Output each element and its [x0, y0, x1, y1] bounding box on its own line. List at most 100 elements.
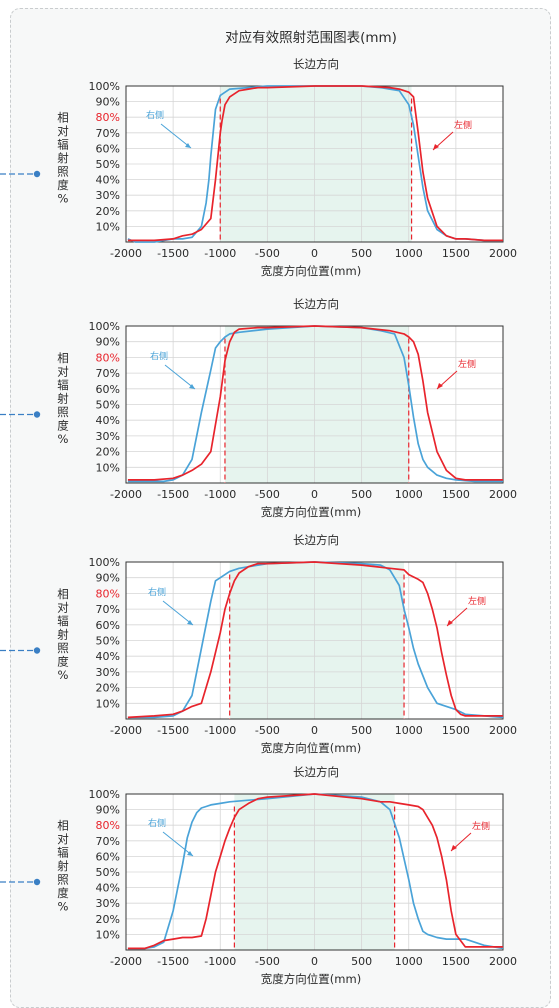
x-tick-label: -1000: [204, 488, 236, 501]
legend-right-pointer: [162, 831, 194, 857]
y-tick-label: 30%: [96, 897, 120, 910]
y-axis-label: 相对辐射照度%: [57, 111, 69, 206]
y-tick-label: 40%: [96, 650, 120, 663]
y-tick-label: 80%: [96, 587, 120, 600]
x-tick-label: -1500: [157, 488, 189, 501]
x-tick-label: 500: [351, 247, 372, 260]
y-tick-label: 20%: [96, 913, 120, 926]
y-tick-label: 80%: [96, 351, 120, 364]
x-tick-label: -1000: [204, 247, 236, 260]
x-tick-label: -1500: [157, 955, 189, 968]
y-axis-label: 相对辐射照度%: [57, 351, 69, 446]
series-left-line: [127, 561, 503, 719]
legend-right-arrowhead: [185, 143, 191, 148]
legend-left-label: 左侧: [468, 595, 486, 607]
x-tick-label: 500: [351, 955, 372, 968]
x-axis-label: 宽度方向位置(mm): [261, 741, 361, 755]
legend-left-label: 左侧: [454, 119, 472, 131]
legend-left-arrowhead: [437, 383, 443, 389]
x-tick-label: 0: [311, 247, 318, 260]
legend-right-label: 右侧: [148, 817, 166, 829]
page-title: 对应有效照射范围图表(mm): [225, 29, 397, 46]
legend-left-label: 左侧: [458, 358, 476, 370]
y-tick-label: 100%: [89, 320, 120, 333]
legend-right-label: 右侧: [150, 350, 168, 362]
x-tick-label: 1500: [442, 724, 470, 737]
y-tick-label: 70%: [96, 127, 120, 140]
y-tick-label: 50%: [96, 399, 120, 412]
x-tick-label: -500: [255, 488, 280, 501]
y-tick-label: 10%: [96, 461, 120, 474]
y-tick-label: 50%: [96, 866, 120, 879]
y-axis-label: 相对辐射照度%: [57, 587, 69, 682]
y-tick-label: 60%: [96, 619, 120, 632]
y-tick-label: 50%: [96, 158, 120, 171]
y-tick-label: 50%: [96, 635, 120, 648]
chart-2: 长边方向 10% 20% 30% 40% 50% 60% 70% 80% 90% 100% -2000…: [0, 297, 517, 519]
y-tick-label: 90%: [96, 804, 120, 817]
x-tick-label: 0: [311, 488, 318, 501]
x-tick-label: -1500: [157, 724, 189, 737]
x-tick-label: 1500: [442, 955, 470, 968]
series-left-line: [127, 85, 503, 242]
x-tick-label: -1500: [157, 247, 189, 260]
legend-right-pointer: [162, 600, 194, 626]
legend-right-pointer: [160, 123, 192, 149]
x-tick-label: 500: [351, 488, 372, 501]
x-tick-label: -2000: [110, 724, 142, 737]
y-tick-label: 90%: [96, 336, 120, 349]
series-left-line: [127, 325, 503, 481]
chart-title: 长边方向: [293, 57, 339, 71]
y-tick-label: 10%: [96, 697, 120, 710]
y-tick-label: 40%: [96, 414, 120, 427]
y-tick-label: 20%: [96, 205, 120, 218]
connector-dot: [33, 411, 41, 418]
chart-title: 长边方向: [293, 533, 339, 547]
y-tick-label: 60%: [96, 142, 120, 155]
x-axis-label: 宽度方向位置(mm): [261, 264, 361, 278]
y-tick-label: 90%: [96, 96, 120, 109]
x-tick-label: 0: [311, 724, 318, 737]
y-tick-label: 70%: [96, 367, 120, 380]
x-axis-label: 宽度方向位置(mm): [261, 972, 361, 986]
x-tick-label: -1000: [204, 724, 236, 737]
y-tick-label: 20%: [96, 682, 120, 695]
chart-title: 长边方向: [293, 765, 339, 779]
legend-right-arrowhead: [187, 620, 193, 625]
legend-left-arrowhead: [451, 845, 457, 851]
y-tick-label: 90%: [96, 572, 120, 585]
y-tick-label: 70%: [96, 603, 120, 616]
x-tick-label: 1500: [442, 488, 470, 501]
y-tick-label: 10%: [96, 220, 120, 233]
connector-dot: [33, 647, 41, 654]
y-tick-label: 100%: [89, 80, 120, 93]
x-axis-label: 宽度方向位置(mm): [261, 505, 361, 519]
x-tick-label: 500: [351, 724, 372, 737]
x-tick-label: 2000: [489, 247, 517, 260]
x-tick-label: 1000: [395, 955, 423, 968]
y-tick-label: 100%: [89, 556, 120, 569]
legend-right-arrowhead: [187, 851, 193, 856]
y-tick-label: 70%: [96, 835, 120, 848]
x-tick-label: -2000: [110, 247, 142, 260]
y-tick-label: 30%: [96, 430, 120, 443]
x-tick-label: 1500: [442, 247, 470, 260]
x-tick-label: 2000: [489, 955, 517, 968]
y-tick-label: 60%: [96, 850, 120, 863]
legend-left-arrowhead: [433, 144, 439, 150]
x-tick-label: 2000: [489, 488, 517, 501]
x-tick-label: -500: [255, 247, 280, 260]
x-tick-label: 0: [311, 955, 318, 968]
series-left-line: [127, 793, 503, 950]
x-tick-label: 1000: [395, 724, 423, 737]
connector-dot: [33, 170, 41, 178]
y-tick-label: 40%: [96, 174, 120, 187]
y-tick-label: 10%: [96, 928, 120, 941]
legend-right-label: 右侧: [146, 109, 164, 121]
y-tick-label: 60%: [96, 383, 120, 396]
y-tick-label: 80%: [96, 819, 120, 832]
y-tick-label: 20%: [96, 446, 120, 459]
legend-left-arrowhead: [447, 620, 453, 626]
